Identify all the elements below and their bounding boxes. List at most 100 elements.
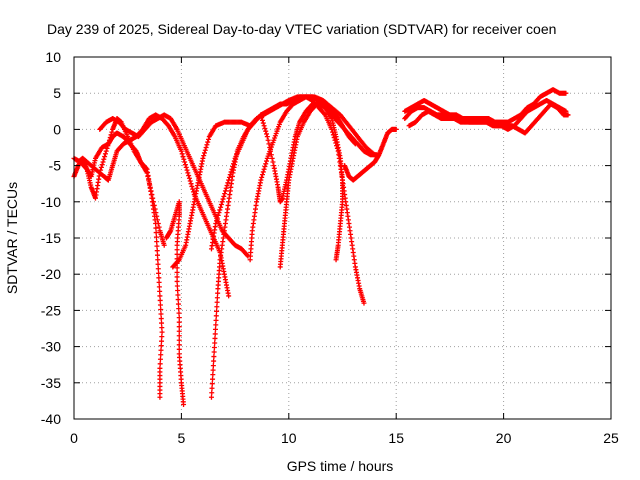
- data-point: [259, 174, 265, 180]
- data-point: [175, 297, 181, 303]
- data-point: [174, 278, 180, 284]
- data-point: [178, 148, 184, 154]
- x-tick-label: 15: [388, 430, 404, 446]
- data-point: [155, 257, 161, 263]
- data-point: [212, 331, 218, 337]
- data-point: [176, 324, 182, 330]
- data-point: [216, 210, 222, 216]
- y-tick-labels: -40 -35 -30 -25 -20 -15 -10 -5 0 5 10: [41, 49, 61, 427]
- data-point: [263, 128, 269, 134]
- data-point: [214, 304, 220, 310]
- series-arc8: [208, 94, 378, 400]
- data-point: [174, 265, 180, 271]
- data-point: [153, 234, 159, 240]
- data-point: [259, 117, 265, 123]
- data-point: [222, 191, 228, 197]
- data-point: [268, 148, 274, 154]
- data-point: [158, 316, 164, 322]
- data-point: [201, 153, 207, 159]
- y-tick-label: -25: [41, 302, 61, 318]
- data-point: [217, 207, 223, 213]
- data-point: [174, 283, 180, 289]
- series-arc10: [277, 101, 358, 270]
- data-point: [156, 279, 162, 285]
- data-point: [154, 243, 160, 249]
- y-tick-label: 10: [45, 49, 61, 65]
- data-point: [215, 290, 221, 296]
- data-point: [260, 120, 266, 126]
- series-arc11: [258, 101, 345, 263]
- data-point: [155, 266, 161, 272]
- series-arc2: [71, 130, 165, 400]
- data-point: [261, 123, 267, 129]
- y-tick-label: -20: [41, 266, 61, 282]
- data-point: [225, 180, 231, 186]
- data-point: [204, 142, 210, 148]
- data-point: [174, 242, 180, 248]
- data-point: [155, 261, 161, 267]
- data-point: [189, 183, 195, 189]
- data-point: [101, 156, 107, 162]
- data-point: [209, 381, 215, 387]
- data-point: [157, 361, 163, 367]
- data-point: [213, 317, 219, 323]
- chart-title: Day 239 of 2025, Sidereal Day-to-day VTE…: [47, 21, 556, 37]
- data-point: [109, 129, 115, 135]
- data-point: [176, 310, 182, 316]
- data-point: [183, 164, 189, 170]
- data-point: [258, 112, 264, 118]
- data-point: [270, 159, 276, 165]
- data-point: [352, 140, 358, 146]
- data-point: [208, 394, 214, 400]
- data-point: [201, 150, 207, 156]
- data-point: [161, 242, 167, 248]
- data-point: [176, 342, 182, 348]
- data-point: [158, 306, 164, 312]
- data-point: [264, 134, 270, 140]
- data-point: [220, 196, 226, 202]
- data-point: [157, 394, 163, 400]
- y-tick-label: -35: [41, 375, 61, 391]
- data-point: [159, 329, 165, 335]
- data-point: [259, 115, 265, 121]
- data-point: [159, 338, 165, 344]
- data-point: [262, 125, 268, 131]
- data-point: [212, 326, 218, 332]
- data-point: [352, 141, 358, 147]
- data-point: [263, 161, 269, 167]
- data-point: [266, 141, 272, 147]
- y-tick-label: -10: [41, 194, 61, 210]
- data-point: [260, 169, 266, 175]
- y-tick-label: 5: [53, 85, 61, 101]
- data-point: [176, 346, 182, 352]
- data-point: [176, 328, 182, 334]
- x-tick-labels: 0 5 10 15 20 25: [70, 430, 619, 446]
- data-point: [156, 284, 162, 290]
- data-point: [153, 225, 159, 231]
- data-point: [158, 311, 164, 317]
- data-point: [218, 204, 224, 210]
- data-point: [99, 162, 105, 168]
- data-point: [182, 162, 188, 168]
- data-point: [206, 136, 212, 142]
- data-point: [202, 147, 208, 153]
- data-point: [333, 257, 339, 263]
- data-point: [210, 372, 216, 378]
- data-point: [211, 354, 217, 360]
- y-tick-label: 0: [53, 121, 61, 137]
- data-point: [186, 173, 192, 179]
- data-point: [565, 112, 571, 118]
- data-point: [218, 202, 224, 208]
- data-point: [103, 148, 109, 154]
- x-tick-label: 5: [178, 430, 186, 446]
- data-point: [214, 215, 220, 221]
- data-point: [211, 358, 217, 364]
- data-point: [154, 239, 160, 245]
- data-point: [188, 181, 194, 187]
- data-point: [157, 297, 163, 303]
- data-point: [176, 333, 182, 339]
- data-point: [181, 402, 187, 408]
- data-point: [157, 288, 163, 294]
- data-point: [563, 90, 569, 96]
